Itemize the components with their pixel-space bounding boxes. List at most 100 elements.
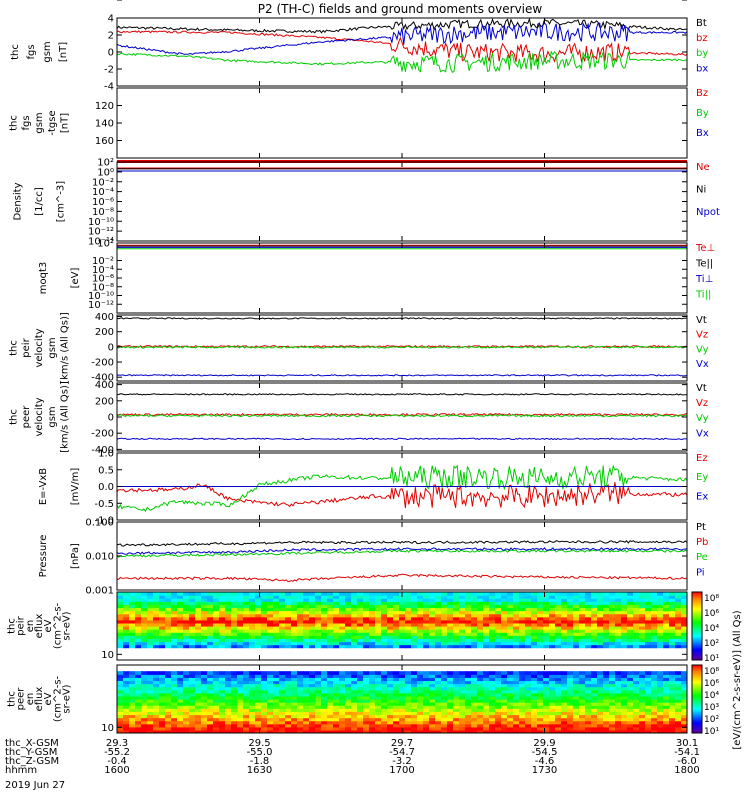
series-pressure-Pi (117, 547, 687, 555)
ytick-label: -400 (91, 445, 114, 456)
colorbar-tick-label: 10¹ (704, 727, 719, 737)
panel-peir_eflux: 10000100010010thcpeirenefluxeV(cm^2-s-sr… (7, 0, 688, 661)
ytick-label: -1.0 (94, 516, 114, 527)
ephemeris-value: 1600 (104, 765, 129, 776)
ytick-label: 100 (95, 0, 114, 3)
ephemeris-value: -3.2 (392, 756, 412, 767)
ytick-label: 140 (95, 119, 114, 130)
ytick-label: 10⁻⁸ (92, 282, 114, 293)
ytick-label: 10 (101, 650, 114, 661)
ephemeris-label: hhmm (5, 765, 37, 776)
colorbar-tick-label: 10² (704, 715, 719, 725)
panel-frame-peir_velocity (116, 314, 688, 382)
ephemeris-value: 30.1 (676, 738, 698, 749)
series-peer_velocity-Vy (117, 414, 687, 418)
ytick-label: 100 (95, 0, 114, 3)
ytick-label: 10 (101, 723, 114, 734)
colorbars: 10⁸ 10⁶ 10⁴ 10² 10¹ 10⁸ 10⁶ 10⁴ 10³ 10² 10¹ (691, 591, 719, 737)
svg-text:(cm^2-s-: (cm^2-s- (52, 675, 63, 722)
legend-peer_velocity-Vt: Vt (696, 383, 707, 394)
svg-text:eV: eV (43, 692, 54, 705)
colorbar-tick-label: 10¹ (704, 654, 719, 664)
ephemeris-value: -55.2 (104, 747, 130, 758)
ytick-label: 0.010 (85, 552, 114, 563)
ytick-label: 2 (108, 31, 114, 42)
svg-text:velocity: velocity (34, 328, 45, 367)
ylabel-peer_velocity: thc peer velocity gsm [km/s (All Qs)] (8, 381, 70, 453)
panel-pressure: 0.100 0.010 0.001 Pressure [nPa] Pt Pb Pe Pi (38, 518, 708, 597)
ytick-label: 10⁻⁶ (92, 197, 114, 208)
svg-text:[km/s (All Qs)]: [km/s (All Qs)] (60, 381, 71, 453)
svg-text:eV: eV (43, 619, 54, 632)
legend-peer_velocity-Vz: Vz (696, 398, 708, 409)
ytick-label: 10⁻⁸ (92, 207, 114, 218)
series-peir_velocity-Vx (117, 374, 687, 377)
legend-peir_velocity-Vz: Vz (696, 330, 708, 341)
legend-efield-Ey: Ey (696, 472, 708, 483)
colorbar-ion (691, 591, 703, 661)
legend-fgs_gse-Bx: Bx (696, 128, 709, 139)
ylabel-efield: E=-VxB [mV/m] (38, 468, 81, 506)
series-pressure-Pb (117, 573, 687, 583)
spectrogram-peer_eflux (117, 665, 687, 733)
legend-fgs_gse-By: By (696, 108, 709, 119)
ytick-label: 10⁻¹² (88, 300, 114, 311)
svg-text:thc: thc (8, 340, 19, 356)
ephemeris-value: 29.9 (533, 738, 555, 749)
ytick-label: 0.100 (85, 518, 114, 529)
legend-efield-Ez: Ez (696, 453, 708, 464)
svg-text:velocity: velocity (34, 397, 45, 436)
ytick-label: 10⁻⁴ (92, 187, 114, 198)
legend-temperature-Te⊥: Te⊥ (695, 243, 715, 254)
panel-frame-fgs_gse (116, 87, 688, 159)
ytick-label: 400 (95, 312, 114, 323)
ytick-label: -400 (91, 373, 114, 384)
legend-peir_velocity-Vy: Vy (696, 344, 709, 355)
ephemeris-label: thc_Y-GSM (5, 747, 57, 758)
legend-peer_velocity-Vx: Vx (696, 428, 709, 439)
svg-text:Pressure: Pressure (38, 535, 49, 578)
legend-temperature-Te||: Te|| (695, 259, 713, 270)
panel-peer_velocity: 400 200 0 -200 -400 thc peer velocity gsm [km/s (… (8, 380, 708, 456)
legend-fgs-bz: bz (696, 33, 708, 44)
ytick-label: 0 (108, 48, 114, 59)
series-peer_velocity-Vx (117, 437, 687, 441)
svg-text:gsm: gsm (47, 406, 58, 427)
svg-text:[km/s (All Qs)]: [km/s (All Qs)] (60, 312, 71, 384)
ytick-label: -200 (91, 358, 114, 369)
ytick-label: 10⁻² (92, 256, 114, 267)
svg-text:[nT]: [nT] (60, 113, 71, 133)
ytick-label: 10⁰ (97, 167, 114, 178)
legend-efield-Ex: Ex (696, 491, 708, 502)
spectrogram-peir_eflux (117, 592, 687, 660)
panel-frame-temperature (116, 242, 688, 314)
ytick-label: 10⁻⁶ (92, 274, 114, 285)
legend-pressure-Pe: Pe (696, 552, 708, 563)
colorbar-tick-label: 10⁸ (704, 667, 719, 677)
ytick-label: 1.0 (98, 449, 114, 460)
ephemeris-label: thc_Z-GSM (5, 756, 59, 767)
svg-text:fgs: fgs (21, 115, 32, 130)
panel-peir_velocity: 400 200 0 -200 -400 thc peir velocity gsm [km/s (… (8, 312, 708, 384)
ytick-label: 100 (95, 0, 114, 3)
colorbar-tick-label: 10² (704, 639, 719, 649)
ephemeris-value: -0.4 (107, 756, 127, 767)
ephemeris-value: 29.7 (391, 738, 413, 749)
colorbar-unit-label: [eV/(cm^2-s-sr-eV)] (All Qs) (732, 610, 743, 749)
colorbar-tick-label: 10⁴ (704, 624, 719, 634)
ytick-label: 10⁻¹⁴ (88, 237, 114, 248)
svg-text:en: en (25, 693, 36, 706)
svg-text:gsm: gsm (47, 337, 58, 358)
svg-text:(cm^2-s-: (cm^2-s- (52, 602, 63, 649)
legend-peir_velocity-Vt: Vt (696, 315, 707, 326)
svg-text:[nT]: [nT] (58, 42, 69, 62)
ephemeris-value: 29.5 (248, 738, 270, 749)
series-peer_velocity-Vz (117, 412, 687, 417)
colorbar-tick-label: 10⁶ (704, 679, 719, 689)
ytick-label: 10⁻⁴ (92, 265, 114, 276)
ytick-label: 400 (95, 380, 114, 391)
ytick-label: 120 (95, 101, 114, 112)
